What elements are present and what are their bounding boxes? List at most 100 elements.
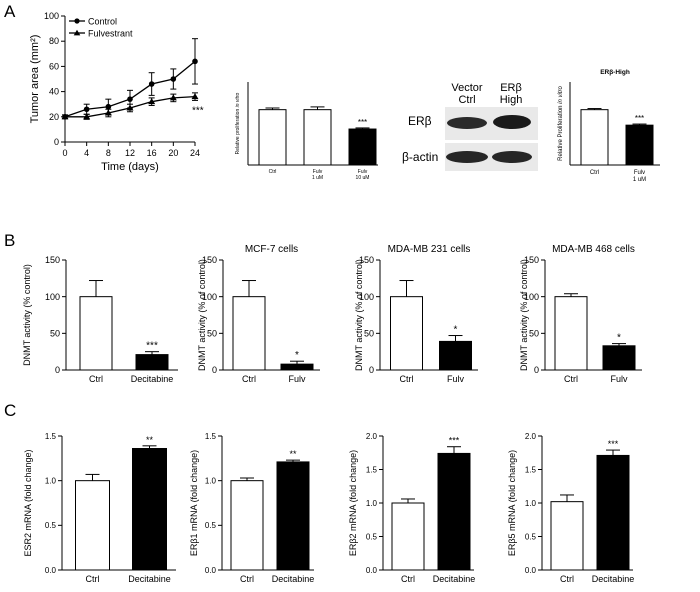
y-tick-label: 150 <box>202 255 217 265</box>
y-axis-label: ESR2 mRNA (fold change) <box>23 449 33 556</box>
y-tick-label: 40 <box>49 87 59 97</box>
x-tick-label: 0 <box>62 148 67 158</box>
x-tick-label: 8 <box>106 148 111 158</box>
chart-a3: ERβ-High Relative Proliferation in vitro C… <box>558 69 660 183</box>
category-label-0: Ctrl <box>240 574 254 584</box>
bar-0 <box>79 296 113 371</box>
y-tick-label: 150 <box>524 255 539 265</box>
bar-1 <box>135 354 169 371</box>
legend-label-0: Control <box>88 17 117 27</box>
y-tick-label: 0.5 <box>45 521 57 530</box>
category-label-0: Ctrl <box>560 574 574 584</box>
y-tick-label: 2.0 <box>366 432 378 441</box>
y-tick-label: 50 <box>529 328 539 338</box>
y-tick-label: 50 <box>50 328 60 338</box>
category-label-2: 10 uM <box>356 175 370 181</box>
bar-1 <box>132 448 167 571</box>
panel-letter-b: B <box>4 231 15 250</box>
chart-b4: 0 50 100 150 MDA-MB 468 cells DNMT activity (… <box>519 244 642 384</box>
chart-c2: 0.0 0.5 1.0 1.5 ERβ1 mRNA (fold change) Ctrl *… <box>189 432 314 584</box>
bar-1 <box>437 452 471 571</box>
y-tick-label: 0 <box>369 365 374 375</box>
y-tick-label: 0 <box>55 365 60 375</box>
point-fulvestrant <box>169 94 177 101</box>
y-tick-label: 1.0 <box>525 499 537 508</box>
y-tick-label: 50 <box>207 328 217 338</box>
chart-title: MCF-7 cells <box>245 244 298 255</box>
bar-2 <box>348 128 377 166</box>
point-fulvestrant <box>83 113 91 120</box>
y-tick-label: 0 <box>212 365 217 375</box>
chart-title: MDA-MB 468 cells <box>552 244 635 255</box>
category-label-0: Ctrl <box>590 170 599 176</box>
y-axis-label: DNMT activity (% control) <box>22 264 32 366</box>
significance-1: * <box>454 325 458 336</box>
panel-letter-c: C <box>4 401 16 420</box>
chart-c4: 0.0 0.5 1.0 1.5 2.0 ERβ5 mRNA (fold change) Ct… <box>507 432 634 584</box>
point-control <box>127 96 133 102</box>
y-tick-label: 50 <box>364 328 374 338</box>
y-tick-label: 1.0 <box>366 499 378 508</box>
x-tick-label: 12 <box>125 148 135 158</box>
category-label-0: Ctrl <box>564 374 578 384</box>
y-tick-label: 100 <box>524 292 539 302</box>
bar-0 <box>258 109 287 166</box>
bar-0 <box>550 501 584 571</box>
bar-1 <box>602 345 636 371</box>
y-tick-label: 100 <box>45 292 60 302</box>
significance-1: * <box>295 350 299 361</box>
significance-1: *** <box>635 114 644 123</box>
y-tick-label: 100 <box>359 292 374 302</box>
y-tick-label: 20 <box>49 112 59 122</box>
bar-0 <box>75 480 110 571</box>
y-axis-label: Relative proliferation in vitro <box>235 92 241 154</box>
bar-1 <box>276 461 310 571</box>
bar-1 <box>280 363 314 371</box>
significance-1: *** <box>608 439 619 449</box>
y-tick-label: 1.0 <box>45 476 57 485</box>
bar-0 <box>554 296 588 371</box>
y-tick-label: 0.5 <box>205 521 217 530</box>
significance-2: *** <box>358 118 367 127</box>
category-label-1: 1 uM <box>633 177 646 183</box>
legend: Control Fulvestrant <box>69 17 133 39</box>
y-axis-label: Tumor area (mm²) <box>29 35 41 124</box>
x-tick-label: 4 <box>84 148 89 158</box>
legend-label-1: Fulvestrant <box>88 29 133 39</box>
y-tick-label: 150 <box>45 255 60 265</box>
x-tick-label: 20 <box>168 148 178 158</box>
chart-c3: 0.0 0.5 1.0 1.5 2.0 ERβ2 mRNA (fold change) Ct… <box>348 432 475 584</box>
point-control <box>170 76 177 82</box>
chart-b3: 0 50 100 150 MDA-MB 231 cells DNMT activity (… <box>354 244 478 384</box>
blot-column-vector: Vector <box>451 82 483 94</box>
blot-band-erb-high <box>493 115 531 129</box>
y-tick-label: 0.0 <box>366 566 378 575</box>
significance-1: ** <box>289 449 297 459</box>
y-axis-label: DNMT activity (% of control) <box>354 259 364 371</box>
chart-title: ERβ-High <box>600 69 630 76</box>
y-tick-label: 80 <box>49 36 59 46</box>
bar-0 <box>390 296 423 371</box>
category-label-2: Fulv <box>358 169 368 175</box>
bar-1 <box>625 124 654 166</box>
significance-1: *** <box>146 341 158 352</box>
x-tick-label: 16 <box>147 148 157 158</box>
category-label-1: Fulv <box>313 169 323 175</box>
y-tick-label: 0.0 <box>525 566 537 575</box>
category-label-1: Fulv <box>288 374 306 384</box>
chart-a1: 0 20 40 60 80 100 0 4 8 12 16 20 24 Time (days) Tumor … <box>29 11 204 173</box>
significance-1: * <box>617 333 621 344</box>
y-tick-label: 0.0 <box>205 566 217 575</box>
point-control <box>192 58 198 65</box>
chart-b2: 0 50 100 150 MCF-7 cells DNMT activity (% of … <box>197 244 320 384</box>
y-tick-label: 1.5 <box>205 432 217 441</box>
y-axis-label: Relative Proliferation in vitro <box>558 85 564 160</box>
y-axis-label: ERβ2 mRNA (fold change) <box>348 450 358 556</box>
x-axis-label: Time (days) <box>101 161 159 173</box>
panel-letter-a: A <box>4 2 16 21</box>
y-tick-label: 2.0 <box>525 432 537 441</box>
y-tick-label: 0.5 <box>366 532 378 541</box>
category-label-0: Ctrl <box>400 374 414 384</box>
category-label-1: Decitabine <box>131 374 174 384</box>
